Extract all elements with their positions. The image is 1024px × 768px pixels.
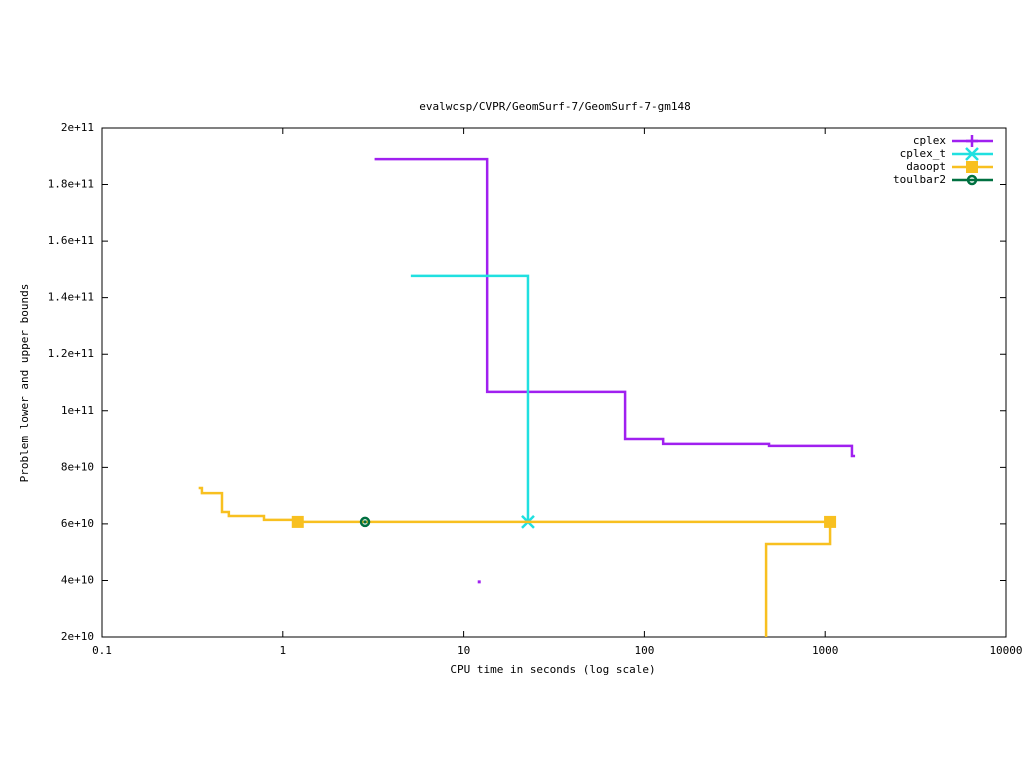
plot-area [198, 159, 854, 637]
y-tick-label: 2e+10 [61, 630, 94, 643]
series-line [198, 486, 832, 637]
y-tick-label: 1.6e+11 [48, 234, 94, 247]
legend-marker [965, 147, 979, 161]
chart-title: evalwcsp/CVPR/GeomSurf-7/GeomSurf-7-gm14… [419, 100, 691, 113]
series-point [363, 520, 367, 524]
legend-marker [966, 135, 978, 147]
y-tick-label: 1.8e+11 [48, 178, 94, 191]
x-tick-label: 100 [634, 644, 654, 657]
legend-label: cplex [913, 134, 946, 147]
y-tick-label: 6e+10 [61, 517, 94, 530]
x-tick-label: 1 [279, 644, 286, 657]
x-tick-label: 10 [457, 644, 470, 657]
legend-label: cplex_t [900, 147, 946, 160]
y-tick-label: 4e+10 [61, 573, 94, 586]
x-tick-label: 0.1 [92, 644, 112, 657]
legend-marker [966, 174, 978, 186]
series-marker [359, 516, 371, 528]
legend-label: daoopt [906, 160, 946, 173]
y-tick-label: 1e+11 [61, 404, 94, 417]
series-marker [291, 515, 304, 528]
legend-marker [966, 161, 978, 173]
series-line [376, 159, 854, 582]
y-tick-label: 2e+11 [61, 121, 94, 134]
y-tick-label: 8e+10 [61, 460, 94, 473]
x-tick-label: 1000 [812, 644, 839, 657]
y-axis-label: Problem lower and upper bounds [18, 284, 31, 483]
series-line [410, 274, 530, 524]
y-tick-label: 1.2e+11 [48, 347, 94, 360]
y-tick-label: 1.4e+11 [48, 291, 94, 304]
series-marker [824, 515, 837, 528]
x-axis-label: CPU time in seconds (log scale) [450, 663, 655, 676]
series-point [477, 580, 481, 584]
x-tick-label: 10000 [989, 644, 1022, 657]
plot-border [101, 127, 1007, 638]
legend-label: toulbar2 [893, 173, 946, 186]
